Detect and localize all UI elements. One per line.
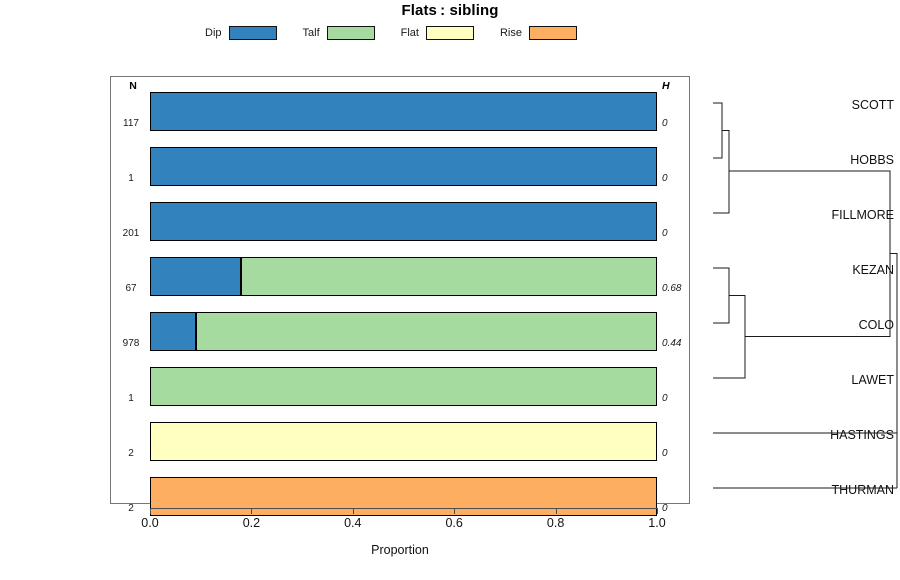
- dendrogram: [690, 76, 900, 504]
- legend-label: Rise: [499, 27, 522, 39]
- x-tick-label: 0.6: [445, 516, 463, 530]
- n-value: 2: [128, 503, 134, 514]
- legend-swatch-rise: [529, 26, 577, 40]
- bar-segment-talf[interactable]: [150, 367, 657, 406]
- category-label-colo: COLO: [858, 318, 894, 332]
- h-value: 0: [662, 118, 668, 129]
- x-tick: [454, 508, 456, 514]
- legend-swatch-flat: [425, 26, 474, 40]
- bar-segment-dip[interactable]: [150, 312, 196, 351]
- bar-row[interactable]: [150, 477, 657, 516]
- bar-row[interactable]: [150, 312, 657, 351]
- x-tick-label: 0.0: [141, 516, 159, 530]
- x-tick-label: 0.8: [546, 516, 565, 530]
- bar-segment-talf[interactable]: [195, 312, 657, 351]
- bar-segment-dip[interactable]: [150, 92, 657, 131]
- n-value: 1: [128, 393, 134, 404]
- legend-item-rise[interactable]: Rise: [500, 26, 577, 40]
- h-value: 0: [662, 503, 668, 514]
- category-label-lawet: LAWET: [851, 373, 894, 387]
- bar-segment-rise[interactable]: [150, 477, 657, 516]
- n-column-header: N: [129, 80, 137, 92]
- legend-item-flat[interactable]: Flat: [401, 26, 474, 40]
- h-value: 0: [662, 228, 668, 239]
- n-value: 978: [122, 338, 140, 349]
- h-value: 0.44: [662, 338, 682, 349]
- legend-swatch-talf: [326, 26, 375, 40]
- x-tick-label: 1.0: [648, 516, 666, 530]
- x-tick: [150, 508, 151, 514]
- bar-row[interactable]: [150, 202, 657, 241]
- bar-row[interactable]: [150, 147, 657, 186]
- x-axis-line: [150, 508, 658, 509]
- chart-title: Flats : sibling: [401, 2, 499, 19]
- category-label-thurman: THURMAN: [831, 483, 895, 497]
- category-label-fillmore: FILLMORE: [831, 208, 894, 222]
- legend-label: Flat: [400, 27, 419, 39]
- h-value: 0.68: [662, 283, 682, 294]
- bar-segment-dip[interactable]: [150, 257, 242, 296]
- n-value: 117: [123, 118, 139, 129]
- category-label-scott: SCOTT: [851, 98, 894, 112]
- h-value: 0: [662, 393, 668, 404]
- bar-row[interactable]: [150, 92, 657, 131]
- x-axis-title: Proportion: [371, 543, 429, 557]
- x-tick: [251, 508, 253, 514]
- category-label-hastings: HASTINGS: [830, 428, 894, 442]
- n-value: 2: [128, 448, 134, 459]
- legend-label: Dip: [205, 27, 222, 39]
- bar-segment-talf[interactable]: [241, 257, 657, 296]
- bar-segment-dip[interactable]: [150, 202, 657, 241]
- category-label-hobbs: HOBBS: [850, 153, 894, 167]
- bar-row[interactable]: [150, 422, 657, 461]
- x-tick-label: 0.2: [242, 516, 261, 530]
- chart-legend: Dip Talf Flat Rise: [0, 26, 900, 44]
- h-value: 0: [662, 448, 668, 459]
- h-value: 0: [662, 173, 668, 184]
- legend-item-talf[interactable]: Talf: [303, 26, 375, 40]
- dendrogram-svg: [713, 102, 898, 489]
- bar-row[interactable]: [150, 367, 657, 406]
- bar-row[interactable]: [150, 257, 657, 296]
- x-tick: [657, 508, 658, 514]
- category-label-kezan: KEZAN: [852, 263, 894, 277]
- x-tick-label: 0.4: [344, 516, 362, 530]
- bar-segment-dip[interactable]: [150, 147, 657, 186]
- legend-item-dip[interactable]: Dip: [205, 26, 277, 40]
- n-value: 67: [125, 283, 137, 294]
- legend-label: Talf: [302, 27, 320, 39]
- n-value: 201: [122, 228, 140, 239]
- legend-swatch-dip: [228, 26, 277, 40]
- x-tick: [352, 508, 354, 514]
- n-value: 1: [128, 173, 134, 184]
- bar-segment-flat[interactable]: [150, 422, 657, 461]
- h-column-header: H: [662, 80, 670, 92]
- x-tick: [555, 508, 557, 514]
